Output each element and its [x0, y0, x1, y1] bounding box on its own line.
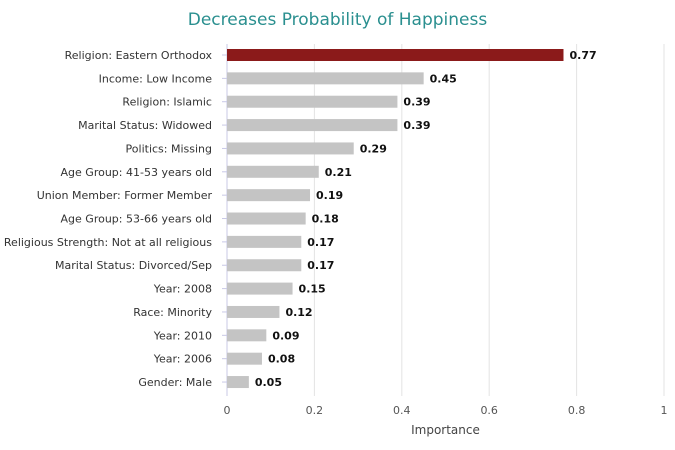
data-label: 0.21	[325, 166, 352, 179]
y-tick-label: Age Group: 53-66 years old	[61, 213, 212, 226]
bar	[227, 142, 354, 155]
x-tick-label: 0.8	[568, 404, 586, 417]
y-tick-label: Income: Low Income	[99, 72, 213, 85]
y-tick-label: Marital Status: Divorced/Sep	[55, 259, 212, 272]
y-tick-label: Religious Strength: Not at all religious	[4, 236, 212, 249]
y-tick-label: Year: 2010	[153, 329, 212, 342]
bar	[227, 212, 306, 225]
data-label: 0.39	[403, 119, 430, 132]
data-label: 0.15	[299, 283, 326, 296]
data-label: 0.09	[272, 329, 299, 342]
y-tick-label: Race: Minority	[133, 306, 212, 319]
y-tick-label: Year: 2006	[153, 353, 212, 366]
y-tick-label: Gender: Male	[138, 376, 212, 389]
bar	[227, 49, 564, 61]
bar	[227, 259, 302, 272]
data-label: 0.18	[312, 213, 339, 226]
chart-title: Decreases Probability of Happiness	[187, 10, 488, 30]
bar	[227, 235, 302, 248]
data-label: 0.05	[255, 376, 282, 389]
x-tick-label: 0.2	[306, 404, 324, 417]
data-label: 0.45	[430, 72, 457, 85]
bar	[227, 72, 424, 85]
bar	[227, 305, 280, 318]
bar	[227, 189, 311, 202]
data-label: 0.12	[285, 306, 312, 319]
data-label: 0.17	[307, 259, 334, 272]
x-tick-label: 0	[224, 404, 231, 417]
bar	[227, 376, 249, 389]
data-label: 0.39	[403, 96, 430, 109]
bar	[227, 329, 267, 342]
data-label: 0.19	[316, 189, 343, 202]
y-tick-label: Religion: Islamic	[122, 96, 212, 109]
data-label: 0.17	[307, 236, 334, 249]
y-tick-label: Union Member: Former Member	[37, 189, 213, 202]
bar	[227, 165, 319, 178]
data-label: 0.08	[268, 353, 295, 366]
y-tick-label: Religion: Eastern Orthodox	[65, 49, 213, 62]
data-label: 0.77	[569, 49, 596, 62]
y-tick-label: Marital Status: Widowed	[78, 119, 212, 132]
bar	[227, 282, 293, 295]
y-tick-label: Year: 2008	[153, 283, 212, 296]
bar	[227, 352, 262, 365]
y-tick-label: Age Group: 41-53 years old	[61, 166, 212, 179]
x-axis-title: Importance	[411, 423, 480, 437]
y-tick-label: Politics: Missing	[126, 142, 212, 155]
bar	[227, 119, 398, 132]
x-tick-label: 0.4	[393, 404, 411, 417]
data-label: 0.29	[360, 142, 387, 155]
bar	[227, 95, 398, 108]
x-tick-label: 0.6	[480, 404, 498, 417]
x-tick-label: 1	[661, 404, 668, 417]
